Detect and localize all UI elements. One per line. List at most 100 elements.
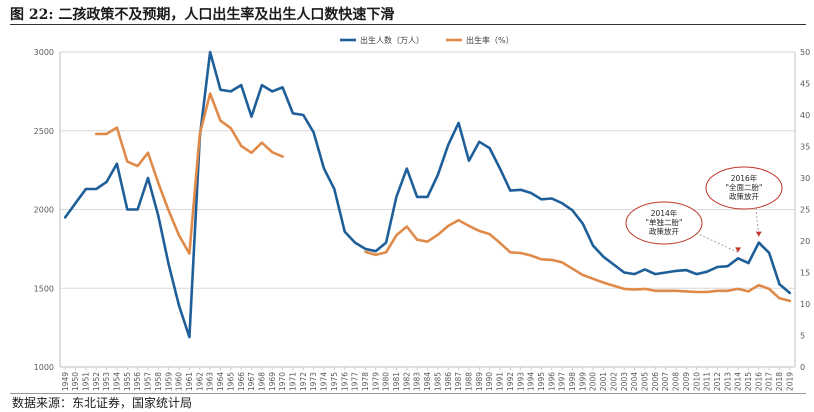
x-tick-label: 1965	[226, 372, 235, 391]
x-tick-label: 1954	[113, 372, 122, 391]
x-tick-label: 2003	[620, 372, 629, 391]
x-tick-label: 1971	[289, 372, 298, 391]
x-tick-label: 1963	[206, 372, 215, 391]
x-tick-label: 2014	[734, 372, 743, 391]
x-tick-label: 1957	[144, 372, 153, 391]
annotation-arrowhead	[755, 231, 762, 237]
x-tick-label: 1990	[485, 372, 494, 391]
title-divider	[10, 24, 806, 25]
x-tick-label: 1972	[299, 372, 308, 391]
x-tick-label: 1985	[433, 372, 442, 391]
annotation-text: 2016年	[731, 173, 758, 183]
x-tick-label: 1952	[92, 372, 101, 391]
x-tick-label: 1964	[216, 372, 225, 391]
x-tick-label: 2006	[651, 372, 660, 391]
x-tick-label: 1995	[537, 372, 546, 391]
x-tick-label: 2009	[682, 372, 691, 391]
x-tick-label: 2001	[599, 372, 608, 391]
x-tick-label: 1991	[496, 372, 505, 391]
x-tick-label: 2015	[744, 372, 753, 391]
annotation-text: 政策放开	[729, 191, 759, 201]
annotation-leader	[695, 232, 739, 253]
x-tick-label: 1996	[547, 372, 556, 391]
x-tick-label: 1999	[578, 372, 587, 391]
annotation-0: 2014年"单独二胎"政策放开	[625, 201, 742, 253]
y-left-tick-label: 3000	[34, 48, 54, 57]
y-right-tick-label: 10	[800, 300, 810, 309]
legend-label-0: 出生人数（万人）	[360, 35, 424, 45]
x-tick-label: 1984	[423, 372, 432, 391]
x-tick-label: 2017	[765, 372, 774, 391]
x-tick-label: 1998	[568, 372, 577, 391]
x-tick-label: 1951	[81, 372, 90, 391]
y-right-tick-label: 20	[800, 237, 810, 246]
y-left-tick-label: 2500	[34, 127, 54, 136]
annotation-arrowhead	[735, 247, 742, 253]
figure-source: 数据来源：东北证券，国家统计局	[12, 396, 193, 410]
y-right-tick-label: 45	[800, 80, 810, 89]
x-tick-label: 1989	[475, 372, 484, 391]
x-tick-label: 1956	[133, 372, 142, 391]
x-tick-label: 2005	[640, 372, 649, 391]
x-tick-label: 1967	[247, 372, 256, 391]
y-right-tick-label: 50	[800, 48, 810, 57]
x-tick-label: 1977	[351, 372, 360, 391]
x-tick-label: 1960	[175, 372, 184, 391]
x-tick-label: 2000	[589, 372, 598, 391]
legend-label-1: 出生率（%）	[466, 35, 514, 45]
x-tick-label: 2007	[661, 372, 670, 391]
x-tick-label: 1950	[71, 372, 80, 391]
x-tick-label: 1968	[257, 372, 266, 391]
x-tick-label: 1959	[164, 372, 173, 391]
x-tick-label: 1955	[123, 372, 132, 391]
series-line-0	[63, 50, 792, 339]
x-tick-label: 1949	[61, 372, 70, 391]
x-tick-label: 1975	[330, 372, 339, 391]
x-tick-label: 2013	[723, 372, 732, 391]
annotation-bubble	[705, 166, 783, 210]
x-tick-label: 1992	[506, 372, 515, 391]
series-line-1	[94, 92, 792, 303]
x-tick-label: 1988	[465, 372, 474, 391]
y-right-tick-label: 5	[800, 332, 805, 341]
x-tick-label: 1976	[340, 372, 349, 391]
x-tick-label: 2010	[692, 372, 701, 391]
annotation-leader	[755, 207, 760, 237]
x-tick-label: 1980	[382, 372, 391, 391]
x-tick-label: 1993	[516, 372, 525, 391]
x-tick-label: 2004	[630, 372, 639, 391]
x-tick-label: 1987	[454, 372, 463, 391]
y-right-tick-label: 35	[800, 143, 810, 152]
x-tick-label: 1953	[102, 372, 111, 391]
x-tick-label: 1979	[371, 372, 380, 391]
x-tick-label: 1982	[402, 372, 411, 391]
annotation-text: "全面二胎"	[726, 182, 763, 192]
x-tick-label: 1970	[278, 372, 287, 391]
x-tick-label: 2018	[775, 372, 784, 391]
y-right-tick-label: 25	[800, 206, 810, 215]
x-tick-label: 2019	[785, 372, 794, 391]
x-tick-label: 1974	[320, 372, 329, 391]
x-tick-label: 1958	[154, 372, 163, 391]
annotation-text: 2014年	[651, 208, 678, 218]
y-left-tick-label: 1000	[34, 363, 54, 372]
figure-title: 图 22: 二孩政策不及预期，人口出生率及出生人口数快速下滑	[10, 7, 395, 23]
annotation-bubble	[625, 201, 703, 245]
x-tick-label: 1969	[268, 372, 277, 391]
y-right-tick-label: 40	[800, 111, 810, 120]
x-tick-label: 1986	[444, 372, 453, 391]
y-right-tick-label: 15	[800, 269, 810, 278]
y-right-tick-label: 0	[800, 363, 805, 372]
x-tick-label: 1962	[195, 372, 204, 391]
annotation-text: 政策放开	[649, 226, 679, 236]
x-tick-label: 1978	[361, 372, 370, 391]
x-tick-label: 2008	[672, 372, 681, 391]
x-tick-label: 1966	[237, 372, 246, 391]
y-left-tick-label: 2000	[34, 206, 54, 215]
y-left-tick-label: 1500	[34, 284, 54, 293]
x-tick-label: 2012	[713, 372, 722, 391]
x-tick-label: 1961	[185, 372, 194, 391]
annotation-text: "单独二胎"	[646, 217, 683, 227]
x-tick-label: 1973	[309, 372, 318, 391]
